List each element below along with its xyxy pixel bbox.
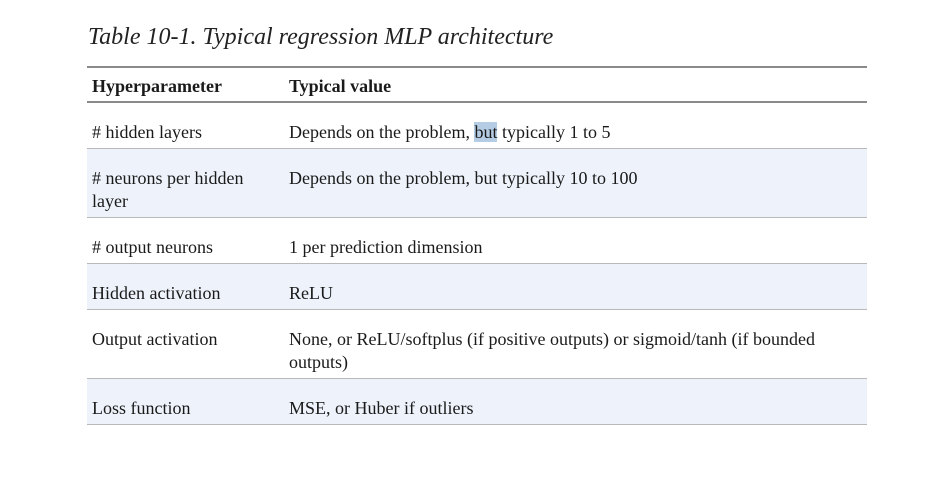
table-row: Hidden activation ReLU	[87, 264, 867, 310]
param-cell: # hidden layers	[92, 122, 202, 142]
table-row: Output activation None, or ReLU/softplus…	[87, 310, 867, 379]
value-cell: MSE, or Huber if outliers	[289, 398, 474, 418]
table-row: # hidden layers Depends on the problem, …	[87, 103, 867, 149]
table-row: # neurons per hidden layer Depends on th…	[87, 149, 867, 218]
table-header-row: Hyperparameter Typical value	[87, 68, 867, 103]
hyperparameter-table: Hyperparameter Typical value # hidden la…	[87, 66, 867, 425]
param-cell: Hidden activation	[92, 283, 221, 303]
header-typical-value: Typical value	[289, 76, 392, 96]
param-cell: Output activation	[92, 329, 218, 349]
value-text: typically 1 to 5	[497, 122, 611, 142]
table-caption: Table 10-1. Typical regression MLP archi…	[88, 24, 554, 50]
value-cell: Depends on the problem, but typically 10…	[289, 168, 638, 188]
param-cell: # output neurons	[92, 237, 213, 257]
value-cell: ReLU	[289, 283, 333, 303]
value-cell: Depends on the problem, but typically 1 …	[283, 103, 867, 148]
selected-text[interactable]: but	[474, 122, 498, 142]
param-cell: Loss function	[92, 398, 191, 418]
table-row: # output neurons 1 per prediction dimens…	[87, 218, 867, 264]
value-text: Depends on the problem,	[289, 122, 475, 142]
value-cell: None, or ReLU/softplus (if positive outp…	[289, 329, 815, 372]
value-cell: 1 per prediction dimension	[289, 237, 483, 257]
param-cell: # neurons per hidden layer	[92, 168, 244, 211]
header-hyperparameter: Hyperparameter	[92, 76, 222, 96]
table-row: Loss function MSE, or Huber if outliers	[87, 379, 867, 425]
